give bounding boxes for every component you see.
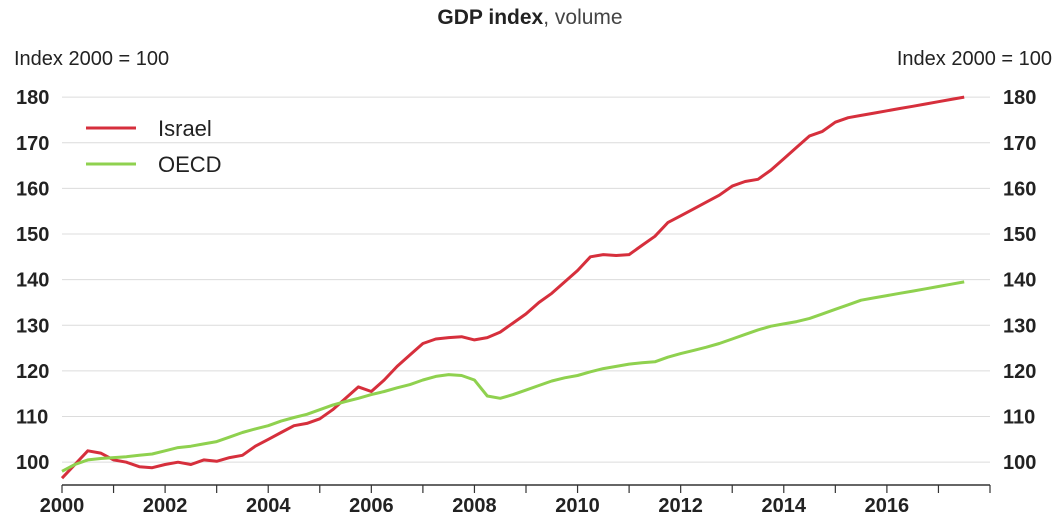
y-tick-label-left-170: 170: [16, 133, 49, 155]
y-tick-label-left-150: 150: [16, 224, 49, 246]
legend-label-oecd: OECD: [158, 152, 222, 177]
x-tick-label-2002: 2002: [143, 495, 188, 517]
x-tick-label-2014: 2014: [762, 495, 807, 517]
y-tick-label-left-120: 120: [16, 361, 49, 383]
x-tick-label-2016: 2016: [865, 495, 910, 517]
y-tick-label-left-140: 140: [16, 270, 49, 292]
series-line-israel: [60, 95, 965, 480]
x-tick-label-2008: 2008: [452, 495, 497, 517]
y-tick-label-left-110: 110: [16, 407, 48, 429]
x-tick-label-2004: 2004: [246, 495, 291, 517]
x-tick-label-2012: 2012: [658, 495, 703, 517]
x-tick-label-2010: 2010: [555, 495, 600, 517]
chart-title-main: GDP index: [437, 6, 544, 29]
legend-label-israel: Israel: [158, 116, 212, 141]
y-tick-label-left-100: 100: [16, 452, 49, 474]
y-tick-label-right-110: 110: [1003, 407, 1035, 429]
y-tick-label-right-140: 140: [1003, 270, 1036, 292]
y-tick-label-right-100: 100: [1003, 452, 1036, 474]
y-axis-label-right: Index 2000 = 100: [896, 48, 1052, 70]
y-tick-label-left-180: 180: [16, 87, 49, 109]
x-tick-label-2000: 2000: [40, 495, 85, 517]
x-tick-label-2006: 2006: [349, 495, 394, 517]
y-tick-label-right-160: 160: [1003, 178, 1036, 200]
series-line-oecd: [61, 280, 965, 473]
chart-title: GDP index, volume: [0, 6, 1060, 30]
y-tick-label-right-130: 130: [1003, 315, 1036, 337]
chart-title-sub: , volume: [543, 6, 623, 29]
y-tick-label-left-130: 130: [16, 315, 49, 337]
y-tick-label-left-160: 160: [16, 178, 49, 200]
y-tick-label-right-120: 120: [1003, 361, 1036, 383]
y-tick-label-right-150: 150: [1003, 224, 1036, 246]
y-tick-label-right-180: 180: [1003, 87, 1036, 109]
y-axis-label-left: Index 2000 = 100: [14, 48, 170, 70]
y-tick-label-right-170: 170: [1003, 133, 1036, 155]
